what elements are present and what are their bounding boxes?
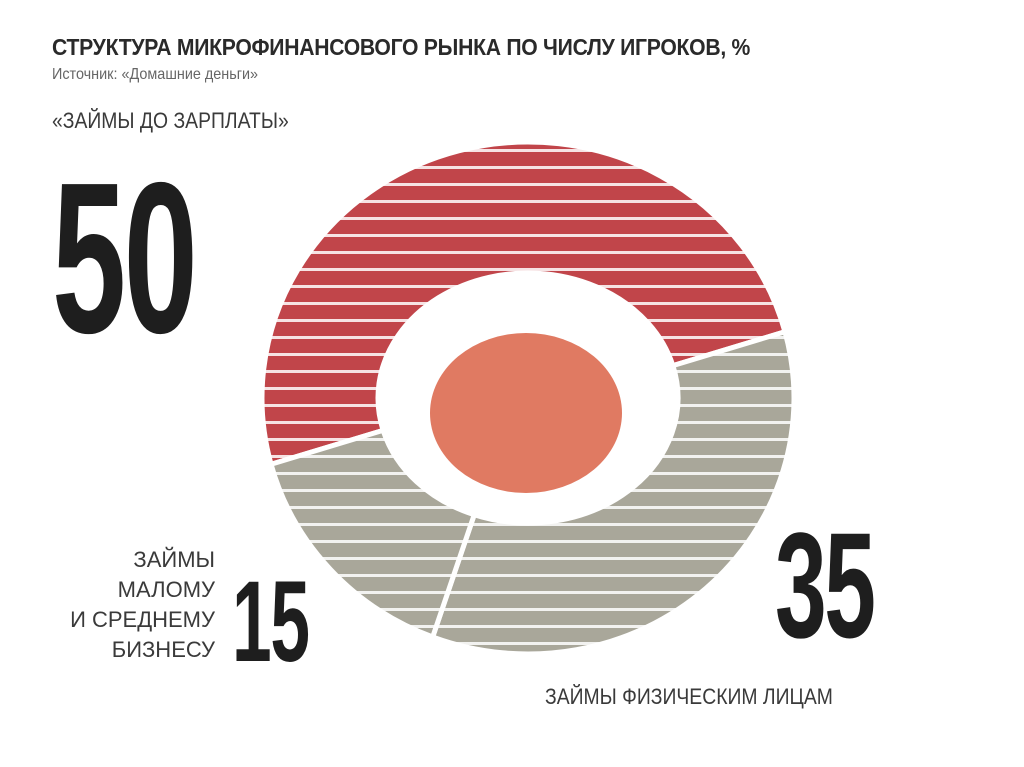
slice-value-sme-loans: 15 (232, 558, 310, 686)
slice-value-salary-loans: 50 (52, 137, 198, 378)
slice-sme-loans-stripes (267, 427, 478, 641)
label-line: ЗАЙМЫ (133, 547, 215, 572)
label-line: БИЗНЕСУ (111, 637, 215, 662)
slice-label-salary-loans: «ЗАЙМЫ ДО ЗАРПЛАТЫ» (52, 108, 289, 133)
label-line: И СРЕДНЕМУ (70, 607, 215, 632)
donut-center-circle (430, 333, 622, 493)
chart-subtitle: Источник: «Домашние деньги» (52, 66, 259, 83)
slice-individual-loans-stripes (429, 328, 797, 657)
slice-value-individual-loans: 35 (775, 501, 876, 669)
slice-label-individual-loans: ЗАЙМЫ ФИЗИЧЕСКИМ ЛИЦАМ (545, 684, 833, 709)
slice-salary-loans-stripes (259, 139, 789, 468)
label-line: МАЛОМУ (117, 577, 215, 602)
slice-label-sme-loans: ЗАЙМЫ МАЛОМУ И СРЕДНЕМУ БИЗНЕСУ (50, 545, 215, 665)
chart-title: СТРУКТУРА МИКРОФИНАНСОВОГО РЫНКА ПО ЧИСЛ… (52, 34, 751, 60)
